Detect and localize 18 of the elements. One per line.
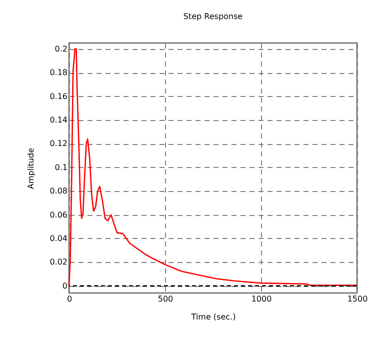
y-tick-label: 0.08 <box>50 186 68 196</box>
x-tick-label: 1500 <box>347 294 368 304</box>
y-tick-label: 0.14 <box>50 116 68 125</box>
y-tick-label: 0.06 <box>50 210 68 220</box>
y-tick-label: 0 <box>62 281 68 290</box>
y-tick-label: 0.2 <box>54 44 68 54</box>
line-series <box>68 48 358 287</box>
y-tick-label: 0.12 <box>50 139 68 148</box>
y-tick-label: 0.04 <box>50 234 68 243</box>
x-axis-title: Time (sec.) <box>190 312 236 322</box>
y-tick-label: 0.1 <box>54 162 68 172</box>
x-tick-label: 1000 <box>251 294 272 304</box>
x-tick-label: 500 <box>158 294 174 304</box>
y-tick-label: 0.18 <box>50 68 68 78</box>
y-tick-label: 0.02 <box>50 258 68 267</box>
y-axis-title: Amplitude <box>26 148 36 189</box>
y-tick-label: 0.16 <box>50 92 68 101</box>
chart-title: Step Response <box>183 12 243 21</box>
